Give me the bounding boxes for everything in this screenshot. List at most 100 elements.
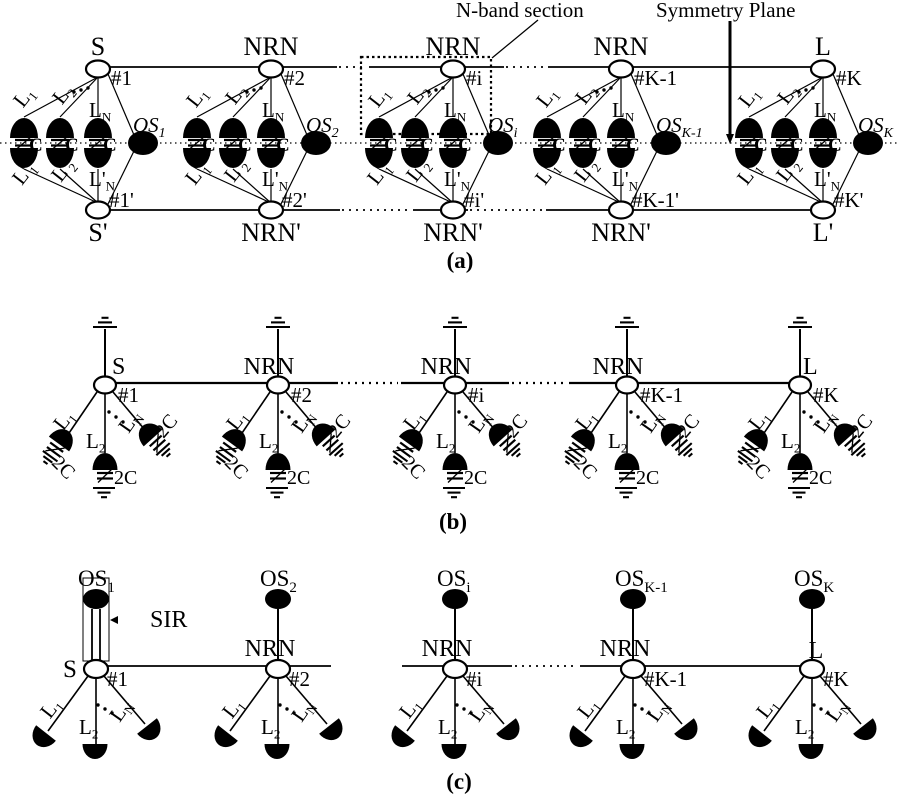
ground-line	[737, 460, 744, 465]
capacitor-plate	[741, 446, 756, 458]
stub-line	[630, 150, 658, 205]
resonator-dome	[614, 453, 640, 470]
capacitor-plates	[814, 135, 832, 150]
inductor-line	[239, 391, 271, 437]
ellipsis-dots	[245, 90, 249, 94]
inductor-line	[784, 168, 824, 204]
ground-symbol	[788, 486, 810, 499]
label-base: OS	[133, 113, 159, 137]
label-sub: N	[827, 110, 837, 125]
ellipsis-dots	[462, 707, 466, 711]
capacitor-plates	[51, 135, 69, 150]
label-base: L	[616, 715, 629, 739]
os-label: OSi	[437, 566, 471, 596]
ground-line	[677, 442, 693, 456]
left-termination	[42, 429, 73, 465]
node-number: #K-1	[644, 667, 687, 691]
section-b: 2C2C2CS#1L1L2LN2C2C2CNRN#2L1L2LN2C2C2CNR…	[42, 316, 877, 534]
capacitor-plates	[619, 468, 635, 483]
node-number: #K	[836, 66, 862, 90]
open-stub-ellipse	[620, 589, 646, 609]
ground-line	[737, 449, 754, 463]
ellipsis-dots	[278, 703, 282, 707]
inductor-label: L1	[743, 405, 776, 437]
capacitor-slash	[406, 135, 424, 150]
capacitor-plate	[847, 438, 862, 452]
label-base: OS	[488, 113, 514, 137]
stub-line	[462, 150, 490, 205]
capacitor-plates	[498, 433, 517, 453]
node-number: #K-1'	[632, 188, 679, 212]
inductor-line	[546, 76, 622, 118]
node-ellipse	[619, 658, 647, 680]
label-base: L'	[262, 167, 279, 191]
resonator-dome	[32, 725, 56, 748]
resonator-dome	[48, 429, 73, 452]
label-sub: i	[514, 126, 518, 141]
ellipsis-dots	[464, 415, 468, 419]
resonator-dome	[735, 118, 763, 138]
stub-line	[832, 73, 860, 136]
cap2-label: 2C	[809, 467, 832, 489]
ground-line	[333, 447, 344, 457]
os-label: OSK-1	[656, 113, 703, 141]
ellipsis-dots	[79, 88, 83, 92]
ellipsis-dots	[609, 86, 613, 90]
inductor-label: L1	[394, 693, 427, 725]
inductor-label: LN	[612, 98, 635, 125]
ground-symbol	[266, 316, 290, 329]
resonator-dome	[674, 718, 698, 741]
inductor-line	[59, 76, 99, 118]
open-stub-ellipse	[651, 131, 681, 155]
label-base: L'	[612, 167, 629, 191]
cap2-label: 2C	[287, 467, 310, 489]
sir-pointer-icon	[110, 616, 118, 624]
node-name: NRN	[600, 636, 651, 662]
left-termination	[32, 725, 56, 748]
node-ellipse	[441, 658, 469, 680]
inductor-label: L1	[8, 82, 41, 114]
capacitor-plates	[15, 135, 33, 150]
node-name: L	[809, 638, 824, 664]
sir-label: SIR	[150, 607, 187, 633]
inductor-line	[229, 675, 271, 732]
label-base: L	[444, 98, 457, 122]
left-termination	[215, 429, 246, 465]
capacitor-plates	[270, 468, 286, 483]
resonator-dome	[533, 118, 561, 138]
right-termination	[137, 718, 161, 741]
n-band-section-label: N-band section	[456, 0, 584, 22]
resonator-dome	[311, 423, 336, 447]
label-sub: 1	[107, 580, 115, 596]
label-base: OS	[437, 566, 466, 591]
open-stub-ellipse	[265, 589, 291, 609]
label-base: L'	[444, 167, 461, 191]
label-sub: K-1	[644, 580, 667, 596]
capacitor-slash	[89, 135, 107, 150]
right-termination	[660, 423, 693, 458]
resonator-dome	[319, 718, 343, 741]
resonator-dome	[92, 453, 118, 470]
resonator-dome	[391, 725, 415, 748]
label-base: L	[438, 715, 451, 739]
label-base: L	[436, 429, 449, 453]
capacitor-plates	[148, 433, 167, 453]
ground-line	[510, 447, 521, 457]
inductor-label: L2	[86, 429, 105, 456]
inductor-line	[232, 168, 272, 204]
node-name: NRN	[422, 636, 473, 662]
capacitor-slash	[776, 135, 794, 150]
node-number: #i	[466, 667, 483, 691]
label-sub: 2	[274, 727, 281, 742]
ground-line	[737, 455, 748, 464]
inductor-label: L1	[35, 693, 68, 725]
cap2-label: 2C	[114, 467, 137, 489]
inductor-line	[584, 675, 626, 732]
node-number: #K-1	[640, 383, 683, 407]
inductor-line	[784, 76, 824, 118]
capacitor-plates	[670, 433, 689, 453]
